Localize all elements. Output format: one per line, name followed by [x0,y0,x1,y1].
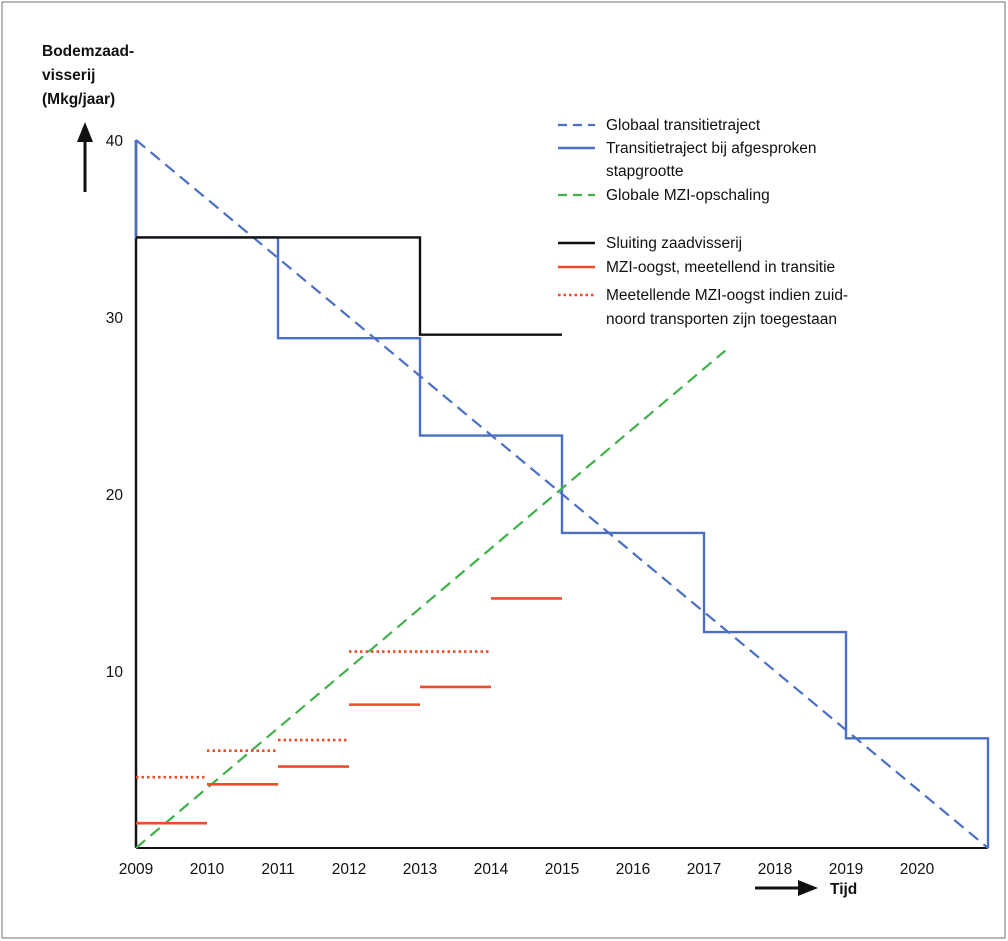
legend-label: MZI-oogst, meetellend in transitie [606,259,835,276]
legend-label: stapgrootte [606,163,684,180]
legend-label: Globaal transitietraject [606,117,761,134]
series-5 [136,650,491,779]
x-tick-label: 2011 [261,861,294,878]
x-tick-label: 2020 [900,861,935,878]
series-4 [136,597,562,825]
series-line [134,140,990,848]
y-tick-label: 40 [106,133,124,150]
x-tick-label: 2014 [474,861,509,878]
series-line [136,236,562,336]
y-arrow-head [77,122,93,142]
x-tick-label: 2017 [687,861,721,878]
y-axis-title-line-3: (Mkg/jaar) [42,91,115,108]
x-tick-label: 2019 [829,861,863,878]
legend-label: Transitietraject bij afgesproken [606,140,817,157]
legend-label: Sluiting zaadvisserij [606,235,742,252]
x-tick-label: 2016 [616,861,650,878]
x-tick-label: 2009 [119,861,153,878]
y-tick-label: 10 [106,664,124,681]
x-axis-title: Tijd [830,881,857,898]
legend-item: Transitietraject bij afgesproken stapgroo… [558,140,817,180]
x-tick-label: 2018 [758,861,792,878]
legend-label: noord transporten zijn toegestaan [606,311,837,328]
series-layer [134,139,990,849]
y-axis-title-line-1: Bodemzaad- [42,43,134,60]
series-3 [136,236,562,336]
legend-item: Globaal transitietraject [558,117,761,134]
x-tick-label: 2013 [403,861,437,878]
legend-item: Sluiting zaadvisserij [558,235,742,252]
y-axis-title-line-2: visserij [42,67,95,84]
y-tick-label: 30 [106,310,124,327]
legend-item: MZI-oogst, meetellend in transitie [558,259,835,276]
legend-label: Meetellende MZI-oogst indien zuid- [606,287,848,304]
legend: Globaal transitietraject Transitietraject… [558,117,848,328]
x-tick-label: 2012 [332,861,366,878]
x-tick-label: 2015 [545,861,579,878]
legend-label: Globale MZI-opschaling [606,187,770,204]
series-1 [134,140,990,848]
x-tick-label: 2010 [190,861,225,878]
series-2 [135,349,727,849]
legend-item: Globale MZI-opschaling [558,187,770,204]
legend-item: Meetellende MZI-oogst indien zuid-noord … [558,287,848,328]
x-arrow-head [798,880,818,896]
series-line [135,349,727,849]
y-tick-label: 20 [106,487,124,504]
